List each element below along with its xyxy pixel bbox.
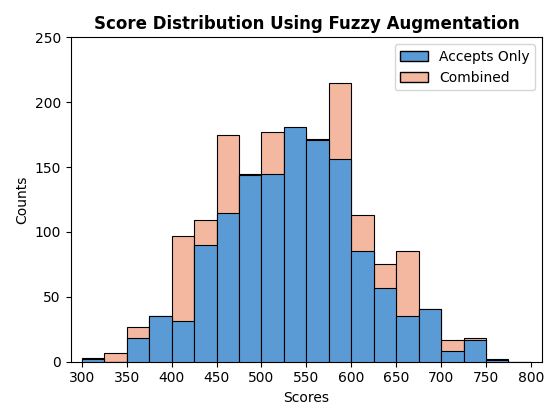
Bar: [149, 316, 172, 362]
Bar: [374, 288, 396, 362]
Bar: [82, 359, 104, 362]
Bar: [104, 353, 127, 362]
Bar: [396, 316, 419, 362]
Bar: [306, 140, 329, 362]
Bar: [329, 159, 351, 362]
Bar: [239, 175, 262, 362]
Bar: [351, 215, 374, 362]
Bar: [262, 173, 284, 362]
Bar: [239, 173, 262, 362]
Bar: [172, 236, 194, 362]
Bar: [374, 265, 396, 362]
Bar: [82, 358, 104, 362]
Bar: [194, 245, 217, 362]
Bar: [217, 213, 239, 362]
Bar: [329, 83, 351, 362]
Bar: [306, 139, 329, 362]
Bar: [419, 309, 441, 362]
Bar: [464, 340, 486, 362]
Bar: [351, 252, 374, 362]
X-axis label: Scores: Scores: [283, 391, 329, 405]
Y-axis label: Counts: Counts: [15, 175, 29, 224]
Bar: [194, 220, 217, 362]
Title: Score Distribution Using Fuzzy Augmentation: Score Distribution Using Fuzzy Augmentat…: [94, 15, 519, 33]
Bar: [486, 359, 508, 362]
Bar: [441, 340, 464, 362]
Bar: [419, 309, 441, 362]
Bar: [262, 132, 284, 362]
Bar: [486, 360, 508, 362]
Bar: [172, 321, 194, 362]
Legend: Accepts Only, Combined: Accepts Only, Combined: [395, 44, 535, 90]
Bar: [217, 135, 239, 362]
Bar: [284, 127, 306, 362]
Bar: [441, 352, 464, 362]
Bar: [127, 339, 149, 362]
Bar: [149, 316, 172, 362]
Bar: [127, 327, 149, 362]
Bar: [396, 252, 419, 362]
Bar: [464, 339, 486, 362]
Bar: [284, 131, 306, 362]
